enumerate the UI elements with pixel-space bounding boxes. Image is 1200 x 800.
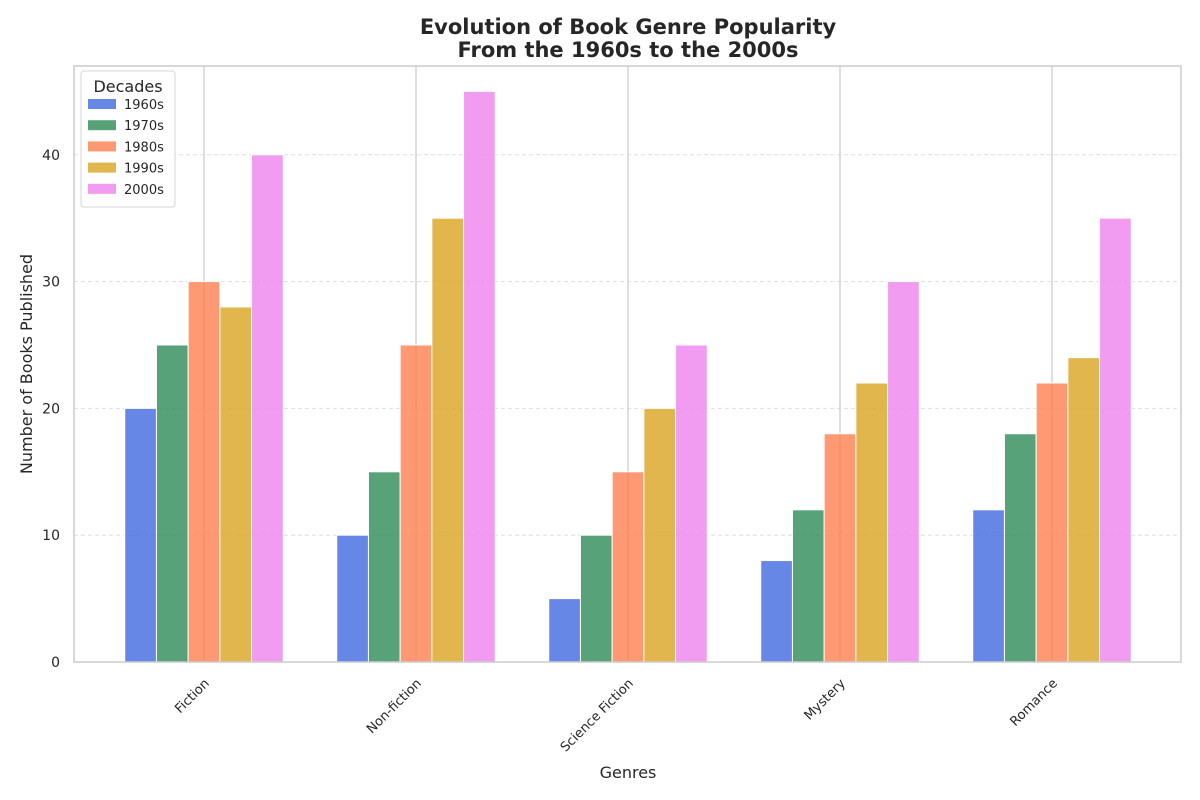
legend-swatch-1980s <box>88 141 116 152</box>
axes <box>73 65 1182 663</box>
bar-1980s-science-fiction <box>611 471 645 663</box>
y-tick-labels: 0 10 20 30 40 <box>42 148 60 671</box>
bars <box>124 90 1132 663</box>
plot-frame <box>73 65 1182 663</box>
chart-subtitle: From the 1960s to the 2000s <box>457 38 798 62</box>
legend-label-1980s: 1980s <box>124 140 164 155</box>
bar-2000s-romance <box>1099 217 1132 663</box>
bar-1960s-non-fiction <box>336 534 369 663</box>
bar-1990s-science-fiction <box>643 407 677 663</box>
bar-1970s-science-fiction <box>579 534 613 663</box>
y-tick-label: 10 <box>42 528 60 544</box>
bar-1990s-fiction <box>219 306 253 663</box>
legend-label-1970s: 1970s <box>124 119 164 134</box>
bar-1990s-mystery <box>855 382 889 663</box>
bar-1960s-romance <box>972 509 1005 663</box>
legend-label-1990s: 1990s <box>124 162 164 177</box>
x-tick-label: Fiction <box>172 676 212 716</box>
bar-2000s-mystery <box>887 281 920 663</box>
bar-2000s-science-fiction <box>675 344 708 663</box>
bar-1980s-fiction <box>187 281 221 663</box>
chart-title: Evolution of Book Genre Popularity <box>420 15 837 39</box>
legend: Decades 1960s 1970s 1980s 1990s 2000s <box>80 70 176 208</box>
bar-1970s-non-fiction <box>367 471 401 663</box>
legend-swatch-1960s <box>88 99 116 109</box>
bar-1990s-non-fiction <box>431 217 465 663</box>
bar-1960s-mystery <box>760 560 793 663</box>
y-tick-label: 30 <box>42 275 60 291</box>
bar-1970s-romance <box>1003 433 1037 663</box>
y-tick-label: 20 <box>42 401 60 417</box>
bar-2000s-fiction <box>251 154 284 663</box>
x-axis-label: Genres <box>600 763 657 782</box>
y-tick-label: 0 <box>51 655 60 671</box>
x-tick-label: Romance <box>1007 676 1060 729</box>
bar-1960s-science-fiction <box>548 598 581 663</box>
y-axis-label: Number of Books Published <box>17 254 36 474</box>
legend-swatch-1970s <box>88 120 116 131</box>
legend-label-1960s: 1960s <box>124 98 164 113</box>
bar-1990s-romance <box>1067 357 1101 663</box>
bar-1980s-non-fiction <box>399 344 433 663</box>
x-tick-label: Science Fiction <box>558 676 637 755</box>
bar-1980s-romance <box>1035 382 1069 663</box>
x-tick-labels: Fiction Non-fiction Science Fiction Mystery… <box>172 676 1060 755</box>
bar-2000s-non-fiction <box>463 90 496 663</box>
bar-1970s-fiction <box>155 344 189 663</box>
x-tick-label: Non-fiction <box>364 676 425 737</box>
bar-1970s-mystery <box>791 509 825 663</box>
legend-swatch-1990s <box>88 162 116 173</box>
legend-title: Decades <box>93 77 162 96</box>
y-tick-label: 40 <box>42 148 60 164</box>
bar-1960s-fiction <box>124 407 157 663</box>
x-tick-label: Mystery <box>802 676 849 723</box>
bar-1980s-mystery <box>823 433 857 663</box>
legend-swatch-2000s <box>88 183 116 194</box>
legend-label-2000s: 2000s <box>124 183 164 198</box>
